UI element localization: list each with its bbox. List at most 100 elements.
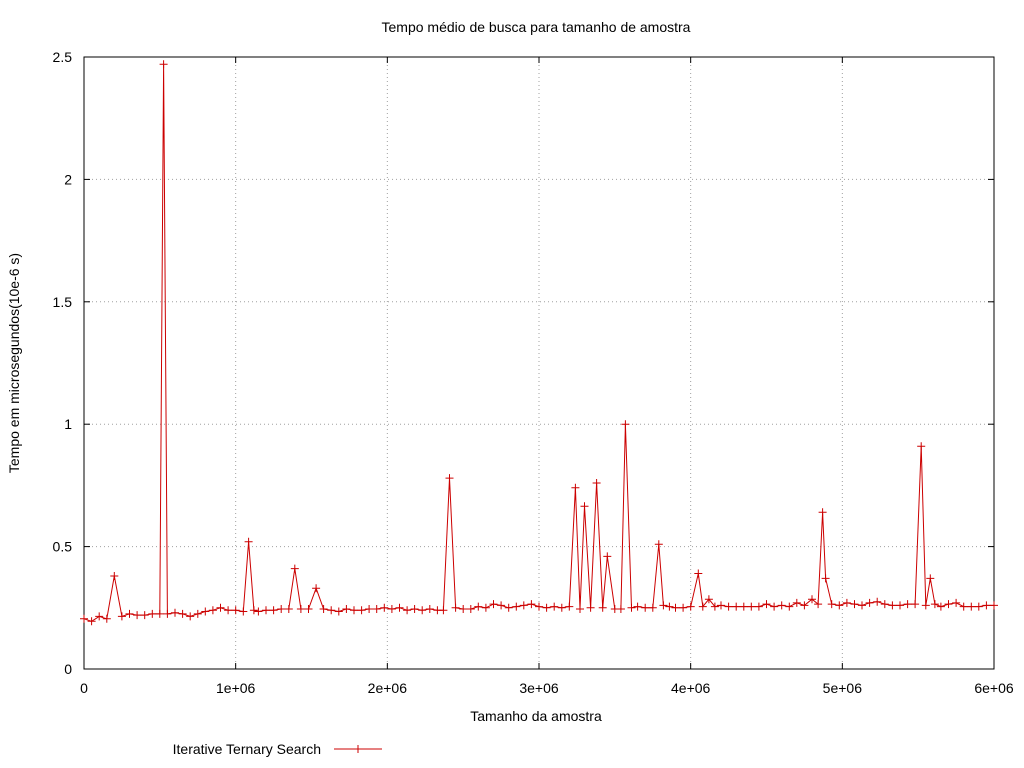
data-point [239, 607, 248, 616]
data-point [571, 483, 580, 492]
data-point [821, 574, 830, 583]
x-tick-label: 3e+06 [519, 680, 559, 696]
data-point [159, 60, 168, 69]
data-point [186, 612, 195, 621]
data-point [403, 606, 412, 615]
data-point [350, 606, 358, 615]
data-point [365, 605, 374, 613]
data-point [372, 605, 381, 613]
data-point [880, 600, 889, 609]
data-point [312, 584, 321, 593]
data-point [269, 606, 278, 615]
data-point [896, 601, 904, 610]
data-point [698, 602, 707, 611]
data-point [542, 603, 551, 612]
data-point [319, 605, 328, 613]
data-point [380, 603, 389, 612]
data-point [665, 602, 674, 611]
y-tick-label: 1.5 [53, 294, 73, 310]
data-point [800, 601, 809, 610]
y-tick-label: 2.5 [53, 49, 73, 65]
data-point [648, 603, 657, 612]
y-tick-labels: 0 0.5 1 1.5 2 2.5 [53, 49, 73, 677]
data-point [231, 606, 240, 615]
data-point [739, 602, 748, 611]
chart-title: Tempo médio de busca para tamanho de amo… [382, 19, 691, 35]
x-tick-label: 5e+06 [823, 680, 863, 696]
data-point [654, 540, 663, 549]
data-point [439, 606, 448, 615]
data-point [704, 595, 713, 604]
data-point [911, 600, 920, 609]
data-point [921, 601, 930, 610]
data-point [342, 605, 351, 613]
data-point [201, 607, 210, 616]
data-point [576, 605, 584, 613]
data-point [770, 602, 779, 611]
data-point [304, 605, 313, 613]
data-point [277, 605, 286, 613]
legend: Iterative Ternary Search [173, 741, 382, 757]
data-point [873, 597, 882, 606]
data-point [155, 609, 164, 618]
data-point [249, 606, 258, 615]
data-point [633, 602, 642, 611]
x-tick-labels: 0 1e+06 2e+06 3e+06 4e+06 5e+06 6e+06 [80, 680, 1014, 696]
axis-ticks [83, 56, 995, 670]
x-tick-label: 6e+06 [974, 680, 1014, 696]
data-point [527, 600, 536, 609]
data-point [216, 603, 225, 612]
data-point [178, 609, 187, 618]
data-point [163, 609, 172, 618]
data-point [580, 502, 589, 511]
data-point [133, 611, 142, 620]
data-point [777, 601, 786, 610]
data-point [814, 600, 823, 609]
data-point [982, 601, 991, 610]
data-point [762, 600, 771, 609]
legend-label: Iterative Ternary Search [173, 741, 321, 757]
data-point [865, 598, 874, 607]
data-point [425, 605, 434, 613]
data-point [952, 598, 961, 607]
data-point [474, 602, 483, 611]
data-point [481, 603, 490, 612]
data-point [117, 612, 126, 621]
data-point [535, 602, 543, 611]
data-point [395, 603, 404, 612]
data-point [357, 606, 366, 615]
data-point [808, 595, 816, 604]
data-point [903, 600, 912, 609]
data-point [785, 602, 794, 611]
x-tick-label: 0 [80, 680, 88, 696]
data-point [254, 607, 263, 616]
y-tick-label: 0.5 [53, 539, 73, 555]
data-point [827, 600, 836, 609]
data-point [87, 617, 96, 626]
y-tick-label: 0 [64, 661, 72, 677]
y-tick-label: 2 [64, 171, 72, 187]
data-point [489, 600, 498, 609]
data-point [586, 603, 595, 612]
data-point [140, 611, 149, 620]
data-point [262, 606, 270, 615]
data-point [598, 603, 607, 612]
data-point [990, 601, 998, 610]
y-tick-label: 1 [64, 416, 72, 432]
x-tick-label: 4e+06 [671, 680, 711, 696]
data-point [641, 603, 650, 612]
data-point [387, 605, 396, 613]
data-point [565, 602, 574, 611]
data-point [679, 603, 688, 612]
x-axis-label: Tamanho da amostra [470, 708, 602, 724]
data-point [835, 601, 844, 610]
data-point [724, 602, 733, 611]
data-point [603, 552, 612, 561]
data-point [125, 609, 134, 618]
data-point [732, 602, 741, 611]
data-point [930, 600, 939, 609]
data-point [710, 602, 719, 611]
data-point [858, 601, 866, 610]
data-point [550, 602, 559, 611]
